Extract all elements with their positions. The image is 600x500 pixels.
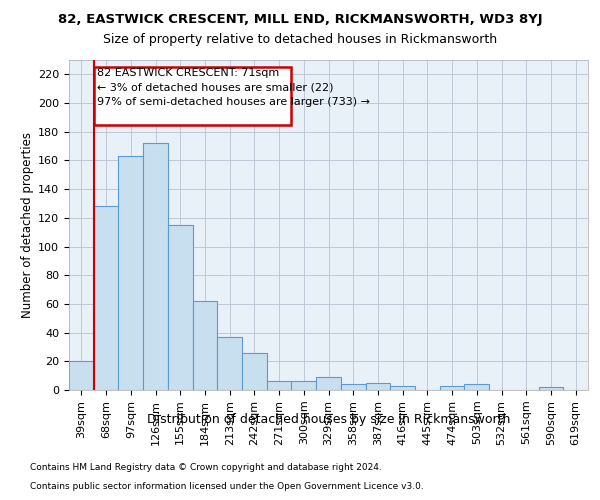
Bar (440, 386, 464, 390)
Text: Size of property relative to detached houses in Rickmansworth: Size of property relative to detached ho… (103, 32, 497, 46)
Text: Contains HM Land Registry data © Crown copyright and database right 2024.: Contains HM Land Registry data © Crown c… (30, 464, 382, 472)
Bar (292, 382, 316, 390)
Text: 82 EASTWICK CRESCENT: 71sqm
← 3% of detached houses are smaller (22)
97% of semi: 82 EASTWICK CRESCENT: 71sqm ← 3% of deta… (97, 68, 370, 108)
Text: Contains public sector information licensed under the Open Government Licence v3: Contains public sector information licen… (30, 482, 424, 491)
Bar (390, 386, 415, 390)
Bar (168, 225, 193, 390)
Bar (242, 352, 267, 390)
Bar (217, 337, 242, 390)
Bar (365, 383, 390, 390)
Bar (69, 362, 94, 390)
Bar (539, 387, 563, 390)
Bar (341, 384, 365, 390)
Bar (316, 377, 341, 390)
Text: Distribution of detached houses by size in Rickmansworth: Distribution of detached houses by size … (147, 412, 511, 426)
Y-axis label: Number of detached properties: Number of detached properties (21, 132, 34, 318)
Bar (143, 143, 168, 390)
FancyBboxPatch shape (94, 67, 292, 124)
Bar (464, 384, 489, 390)
Text: 82, EASTWICK CRESCENT, MILL END, RICKMANSWORTH, WD3 8YJ: 82, EASTWICK CRESCENT, MILL END, RICKMAN… (58, 12, 542, 26)
Bar (118, 156, 143, 390)
Bar (94, 206, 118, 390)
Bar (193, 301, 217, 390)
Bar (267, 382, 292, 390)
